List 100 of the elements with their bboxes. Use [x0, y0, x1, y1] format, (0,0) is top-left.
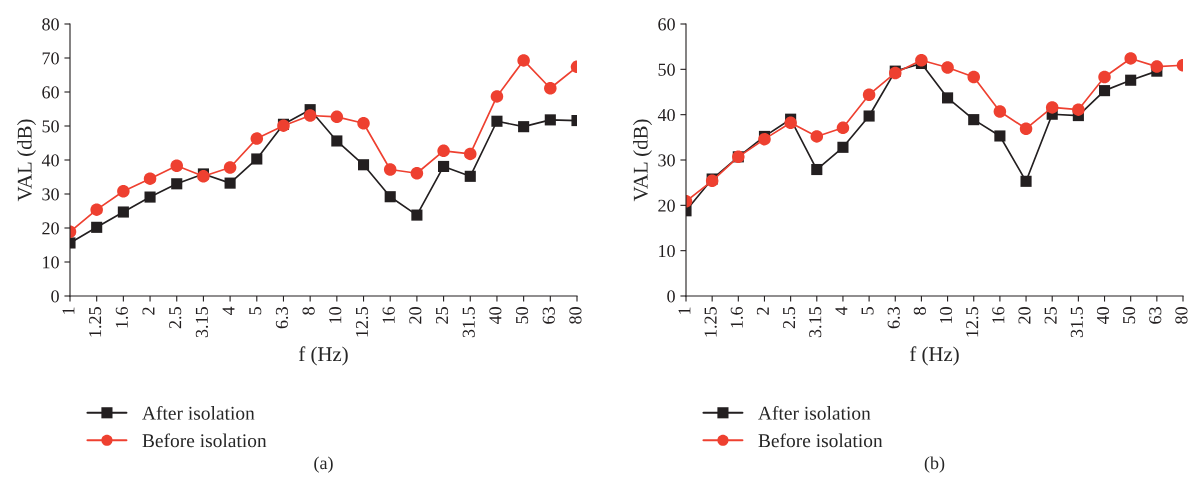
x-tick-label: 20	[409, 307, 422, 324]
point	[223, 161, 237, 174]
point	[837, 141, 849, 153]
y-tick-label: 0	[51, 290, 59, 303]
x-tick-label: 12.5	[355, 307, 369, 337]
x-axis-title: f (Hz)	[909, 346, 959, 366]
x-tick-label: 25	[1044, 307, 1057, 324]
point	[967, 70, 980, 84]
y-tick-label: 10	[659, 244, 675, 258]
text: (a)	[314, 456, 333, 473]
x-tick-label: 2.5	[169, 307, 182, 329]
point	[942, 92, 954, 104]
x-tick-label: 2.5	[783, 307, 796, 329]
x-tick-label: 1.6	[115, 306, 128, 328]
point	[171, 178, 183, 190]
y-tick-label: 20	[42, 222, 59, 235]
y-tick-label: 40	[41, 154, 59, 167]
point	[1098, 70, 1111, 84]
y-tick-label: 20	[658, 199, 675, 212]
y-tick-label: 60	[658, 18, 675, 31]
x-tick-label: 3.15	[809, 307, 822, 338]
y-tick-label: 10	[43, 256, 59, 269]
x-tick-label: 1	[678, 307, 691, 314]
point	[437, 144, 450, 158]
x-tick-label: 80	[569, 307, 582, 324]
y-tick-label: 30	[42, 188, 59, 201]
x-tick-label: 20	[1018, 307, 1031, 324]
x-tick-label: 4	[222, 306, 235, 316]
point	[1150, 60, 1164, 73]
x-axis-title: f (Hz)	[298, 346, 348, 366]
point	[91, 221, 103, 233]
y-tick-label: 60	[42, 86, 59, 99]
x-tick-label: 16	[382, 306, 395, 323]
y-tick-label: 70	[42, 52, 59, 65]
x-tick-label: 40	[489, 307, 502, 325]
legend-label: Before isolation	[142, 433, 267, 448]
point	[438, 160, 450, 173]
point	[224, 177, 236, 189]
point	[1098, 85, 1111, 97]
point	[384, 191, 396, 203]
x-tick-label: 63	[542, 307, 555, 324]
point	[862, 88, 876, 101]
x-tick-label: 3.15	[195, 307, 209, 338]
x-tick-label: 8	[302, 307, 315, 315]
point	[784, 116, 797, 130]
x-tick-label: 1.25	[704, 307, 717, 337]
x-tick-label: 12.5	[966, 307, 979, 337]
x-tick-label: 1.6	[730, 306, 743, 328]
point	[330, 110, 344, 124]
x-tick-label: 50	[515, 307, 529, 324]
x-tick-label: 5	[861, 307, 874, 315]
y-tick-label: 40	[657, 108, 675, 122]
legend-label: Before isolation	[758, 433, 883, 448]
point	[836, 121, 850, 135]
point	[90, 203, 103, 216]
point	[464, 170, 476, 182]
x-tick-label: 5	[249, 307, 262, 315]
point	[411, 209, 423, 221]
point	[251, 153, 263, 165]
point	[303, 109, 317, 122]
point	[490, 90, 504, 103]
y-tick-label: 80	[42, 18, 59, 31]
point	[144, 191, 156, 203]
point	[1019, 122, 1033, 135]
legend-label: After isolation	[142, 405, 255, 420]
y-tick-label: 0	[667, 290, 675, 303]
y-tick-label: 30	[658, 154, 675, 167]
point	[863, 110, 875, 122]
x-tick-label: 31.5	[1070, 307, 1083, 338]
y-tick-label: 50	[42, 120, 59, 133]
point	[331, 135, 343, 147]
y-tick-label: 50	[658, 63, 675, 76]
legend-label: After isolation	[758, 405, 871, 420]
point	[1045, 101, 1059, 114]
x-tick-label: 31.5	[462, 307, 475, 338]
x-tick-label: 16	[992, 306, 1005, 323]
point	[544, 82, 557, 95]
point	[968, 114, 980, 126]
x-tick-label: 2	[756, 307, 769, 315]
x-tick-label: 25	[435, 307, 449, 324]
point	[758, 132, 771, 146]
x-tick-label: 10	[329, 307, 342, 323]
point	[1124, 52, 1137, 65]
point	[383, 163, 397, 176]
x-tick-label: 2	[142, 307, 155, 315]
point	[517, 54, 530, 67]
point	[491, 115, 503, 127]
point	[941, 61, 954, 74]
x-tick-label: 80	[1175, 307, 1188, 324]
point	[1125, 74, 1137, 86]
point	[143, 172, 157, 185]
point	[250, 132, 264, 145]
y-axis-title: VAL (dB)	[17, 119, 36, 202]
x-tick-label: 8	[913, 307, 926, 315]
point	[993, 105, 1007, 118]
point	[357, 159, 370, 171]
x-tick-label: 1.25	[89, 307, 102, 337]
x-tick-label: 6.3	[275, 307, 289, 329]
point	[810, 130, 824, 143]
point	[357, 117, 370, 130]
